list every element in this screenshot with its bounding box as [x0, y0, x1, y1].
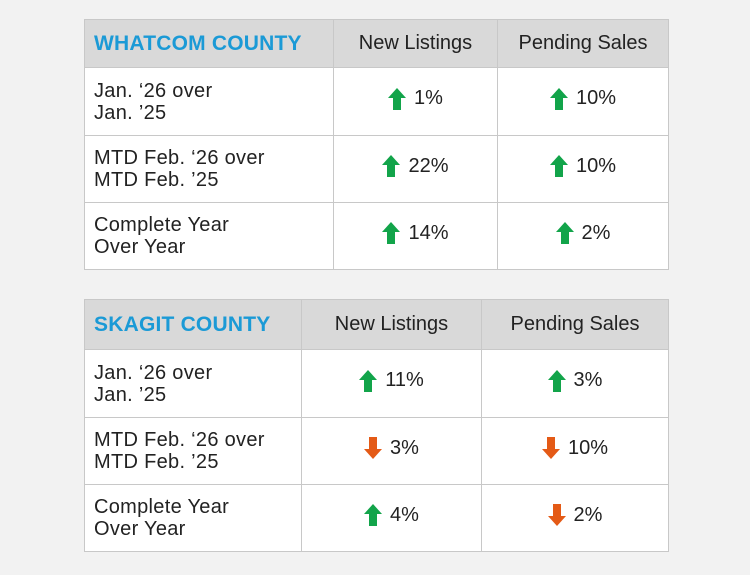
change-indicator: 1%	[388, 87, 443, 110]
row-label-line: Jan. ‘26 over	[94, 361, 213, 384]
table-row: Jan. ‘26 over Jan. ’25 11% 3%	[84, 349, 669, 418]
change-indicator: 2%	[555, 221, 611, 245]
pending-sales-cell: 2%	[497, 202, 669, 270]
column-header-pending-sales: Pending Sales	[497, 19, 669, 68]
new-listings-cell: 4%	[301, 484, 482, 552]
row-label-line: Complete Year	[94, 214, 230, 236]
pending-sales-cell: 10%	[497, 67, 669, 136]
arrow-up-icon	[549, 155, 568, 178]
arrow-up-icon	[388, 87, 407, 110]
row-label-line: Over Year	[94, 236, 186, 258]
change-indicator: 11%	[359, 369, 424, 392]
arrow-down-icon	[541, 437, 560, 460]
change-indicator: 3%	[364, 437, 419, 460]
arrow-up-icon	[382, 155, 401, 178]
row-label-line: MTD Feb. ’25	[94, 169, 219, 191]
new-listings-cell: 3%	[301, 417, 482, 485]
row-label-line: Complete Year	[94, 496, 230, 518]
row-label-line: Jan. ’25	[94, 383, 167, 406]
row-label: Jan. ‘26 over Jan. ’25	[84, 67, 334, 136]
change-indicator: 14%	[382, 221, 449, 245]
column-header-new-listings: New Listings	[301, 299, 482, 350]
percent-value: 3%	[573, 369, 603, 392]
arrow-down-icon	[547, 504, 566, 527]
row-label: MTD Feb. ‘26 over MTD Feb. ’25	[84, 417, 302, 485]
new-listings-cell: 11%	[301, 349, 482, 418]
new-listings-cell: 1%	[333, 67, 498, 136]
county-title: SKAGIT COUNTY	[84, 299, 302, 350]
percent-value: 1%	[414, 87, 443, 110]
column-header-new-listings: New Listings	[333, 19, 498, 68]
percent-value: 3%	[390, 436, 419, 459]
arrow-up-icon	[549, 87, 568, 110]
arrow-up-icon	[555, 222, 574, 245]
county-title: WHATCOM COUNTY	[84, 19, 334, 68]
table-row: Jan. ‘26 over Jan. ’25 1% 10%	[84, 67, 669, 136]
percent-value: 11%	[385, 369, 424, 392]
new-listings-cell: 14%	[333, 202, 498, 270]
change-indicator: 10%	[549, 154, 617, 178]
row-label: MTD Feb. ‘26 over MTD Feb. ’25	[84, 135, 334, 203]
row-label-line: Jan. ’25	[94, 101, 167, 124]
table-row: MTD Feb. ‘26 over MTD Feb. ’25 3% 10%	[84, 417, 669, 485]
arrow-up-icon	[382, 222, 401, 245]
percent-value: 10%	[567, 436, 609, 459]
percent-value: 2%	[581, 221, 611, 244]
skagit-county-table: SKAGIT COUNTY New Listings Pending Sales…	[84, 299, 669, 552]
table-row: MTD Feb. ‘26 over MTD Feb. ’25 22% 10%	[84, 135, 669, 203]
pending-sales-cell: 10%	[481, 417, 669, 485]
arrow-up-icon	[547, 369, 566, 392]
row-label-line: MTD Feb. ’25	[94, 451, 219, 473]
row-label-line: MTD Feb. ‘26 over	[94, 147, 265, 169]
percent-value: 2%	[573, 503, 603, 526]
percent-value: 10%	[575, 87, 617, 110]
percent-value: 4%	[390, 503, 419, 526]
change-indicator: 10%	[549, 87, 617, 110]
change-indicator: 2%	[547, 503, 603, 527]
row-label: Jan. ‘26 over Jan. ’25	[84, 349, 302, 418]
table-header-row: SKAGIT COUNTY New Listings Pending Sales	[84, 299, 669, 350]
percent-value: 14%	[408, 221, 449, 244]
arrow-up-icon	[359, 369, 378, 392]
change-indicator: 3%	[547, 369, 603, 392]
whatcom-county-table: WHATCOM COUNTY New Listings Pending Sale…	[84, 19, 669, 270]
table-header-row: WHATCOM COUNTY New Listings Pending Sale…	[84, 19, 669, 68]
change-indicator: 10%	[541, 436, 609, 460]
arrow-up-icon	[364, 504, 383, 527]
change-indicator: 22%	[382, 154, 449, 178]
new-listings-cell: 22%	[333, 135, 498, 203]
row-label-line: Over Year	[94, 518, 186, 540]
percent-value: 10%	[575, 154, 617, 177]
column-header-pending-sales: Pending Sales	[481, 299, 669, 350]
table-row: Complete Year Over Year 4% 2%	[84, 484, 669, 552]
pending-sales-cell: 3%	[481, 349, 669, 418]
change-indicator: 4%	[364, 504, 419, 527]
pending-sales-cell: 2%	[481, 484, 669, 552]
row-label: Complete Year Over Year	[84, 484, 302, 552]
percent-value: 22%	[408, 154, 449, 177]
arrow-down-icon	[364, 437, 383, 460]
row-label-line: MTD Feb. ‘26 over	[94, 429, 265, 451]
table-row: Complete Year Over Year 14% 2%	[84, 202, 669, 270]
pending-sales-cell: 10%	[497, 135, 669, 203]
row-label: Complete Year Over Year	[84, 202, 334, 270]
row-label-line: Jan. ‘26 over	[94, 79, 213, 102]
